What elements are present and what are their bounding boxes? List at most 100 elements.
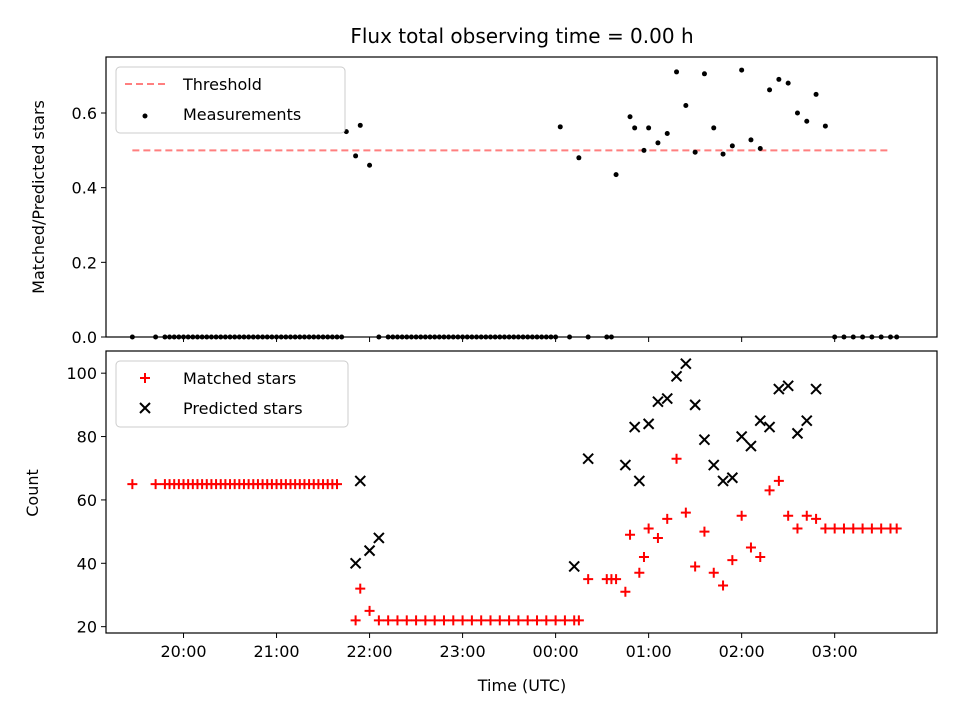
predicted-star-point [670, 370, 683, 383]
predicted-star-point [642, 418, 655, 430]
matched-star-point [699, 526, 710, 537]
matched-star-point [355, 583, 366, 594]
measurement-point [353, 153, 359, 159]
matched-star-point [620, 586, 631, 597]
matched-star-point [611, 574, 622, 585]
predicted-star-point [363, 544, 376, 557]
predicted-star-point [349, 557, 362, 569]
legend-measurements-swatch [142, 113, 148, 119]
measurement-point [357, 122, 363, 128]
matched-star-point [866, 523, 877, 534]
predicted-star-point [773, 383, 785, 395]
matched-star-point [573, 615, 584, 626]
matched-star-point [625, 529, 636, 540]
predicted-star-point [791, 427, 804, 440]
matched-star-point [727, 555, 738, 566]
predicted-star-point [717, 475, 729, 487]
x-tick-label: 20:00 [160, 642, 206, 661]
matched-star-point [532, 615, 543, 626]
predicted-star-point [661, 392, 673, 405]
measurement-point [692, 149, 698, 155]
series-predicted-stars [349, 357, 822, 573]
predicted-star-point [633, 475, 646, 487]
x-tick-label: 23:00 [440, 642, 486, 661]
matched-star-point [457, 615, 468, 626]
y-tick-label: 40 [77, 554, 97, 573]
matched-star-point [857, 523, 868, 534]
measurement-point [646, 125, 652, 131]
legend-label: Threshold [182, 75, 262, 94]
matched-star-point [466, 615, 477, 626]
y-tick-label: 0.0 [72, 328, 97, 347]
matched-star-point [448, 615, 459, 626]
measurement-point [664, 131, 670, 137]
legend-box [115, 66, 346, 134]
matched-star-point [373, 615, 384, 626]
y-tick-label: 80 [77, 428, 97, 447]
matched-star-point [708, 567, 719, 578]
matched-star-point [420, 615, 431, 626]
matched-star-point [438, 615, 449, 626]
measurement-point [767, 87, 773, 93]
y-tick-label: 60 [77, 491, 97, 510]
matched-star-point [583, 574, 594, 585]
x-axis-label: Time (UTC) [477, 676, 566, 695]
matched-star-point [383, 615, 394, 626]
matched-star-point [513, 615, 524, 626]
predicted-star-point [373, 532, 385, 544]
matched-star-point [792, 523, 803, 534]
bottom-plot-frame [105, 350, 938, 634]
predicted-star-point [689, 399, 701, 411]
matched-star-point [745, 542, 756, 553]
matched-star-point [643, 523, 654, 534]
series-matched-stars [127, 453, 902, 626]
predicted-star-point [698, 434, 711, 446]
measurement-point [641, 147, 647, 153]
matched-star-point [764, 485, 775, 496]
measurement-point [576, 155, 582, 161]
matched-star-point [401, 615, 412, 626]
matched-star-point [848, 523, 859, 534]
x-tick-label: 21:00 [253, 642, 299, 661]
matched-star-point [476, 615, 487, 626]
measurement-point [748, 137, 754, 143]
x-tick-label: 03:00 [812, 642, 858, 661]
matched-star-point [411, 615, 422, 626]
predicted-star-point [754, 415, 766, 427]
measurement-point [711, 125, 717, 131]
measurement-point [729, 143, 735, 149]
matched-star-point [332, 479, 343, 490]
top-y-axis-label: Matched/Predicted stars [29, 100, 48, 294]
matched-star-point [559, 615, 570, 626]
legend-predicted-swatch [139, 402, 151, 414]
matched-star-point [634, 567, 645, 578]
measurement-point [785, 80, 791, 86]
x-tick-label: 02:00 [719, 642, 765, 661]
predicted-star-point [680, 357, 692, 370]
measurement-point [683, 103, 689, 109]
matched-star-point [801, 510, 812, 521]
y-tick-label: 0.2 [72, 253, 97, 272]
matched-star-point [773, 475, 784, 486]
measurement-point [367, 162, 373, 168]
matched-star-point [820, 523, 831, 534]
matched-star-point [652, 532, 663, 543]
measurement-point [627, 114, 633, 120]
x-tick-label: 22:00 [347, 642, 393, 661]
predicted-star-point [354, 475, 366, 487]
predicted-star-point [745, 440, 757, 452]
matched-star-point [690, 561, 701, 572]
bottom-plot: 20:00 21:00 22:00 23:00 00:00 01:00 02:00 03:00… [66, 350, 938, 661]
x-tick-label: 00:00 [533, 642, 579, 661]
predicted-star-point [726, 472, 739, 484]
measurement-point [701, 71, 707, 77]
measurement-point [557, 124, 563, 130]
matched-star-point [638, 551, 649, 562]
measurement-point [776, 76, 782, 82]
predicted-star-point [628, 421, 641, 433]
measurement-point [813, 91, 819, 97]
predicted-star-point [619, 459, 632, 471]
measurement-point [632, 125, 638, 131]
bottom-legend: Matched stars Predicted stars [115, 360, 349, 428]
